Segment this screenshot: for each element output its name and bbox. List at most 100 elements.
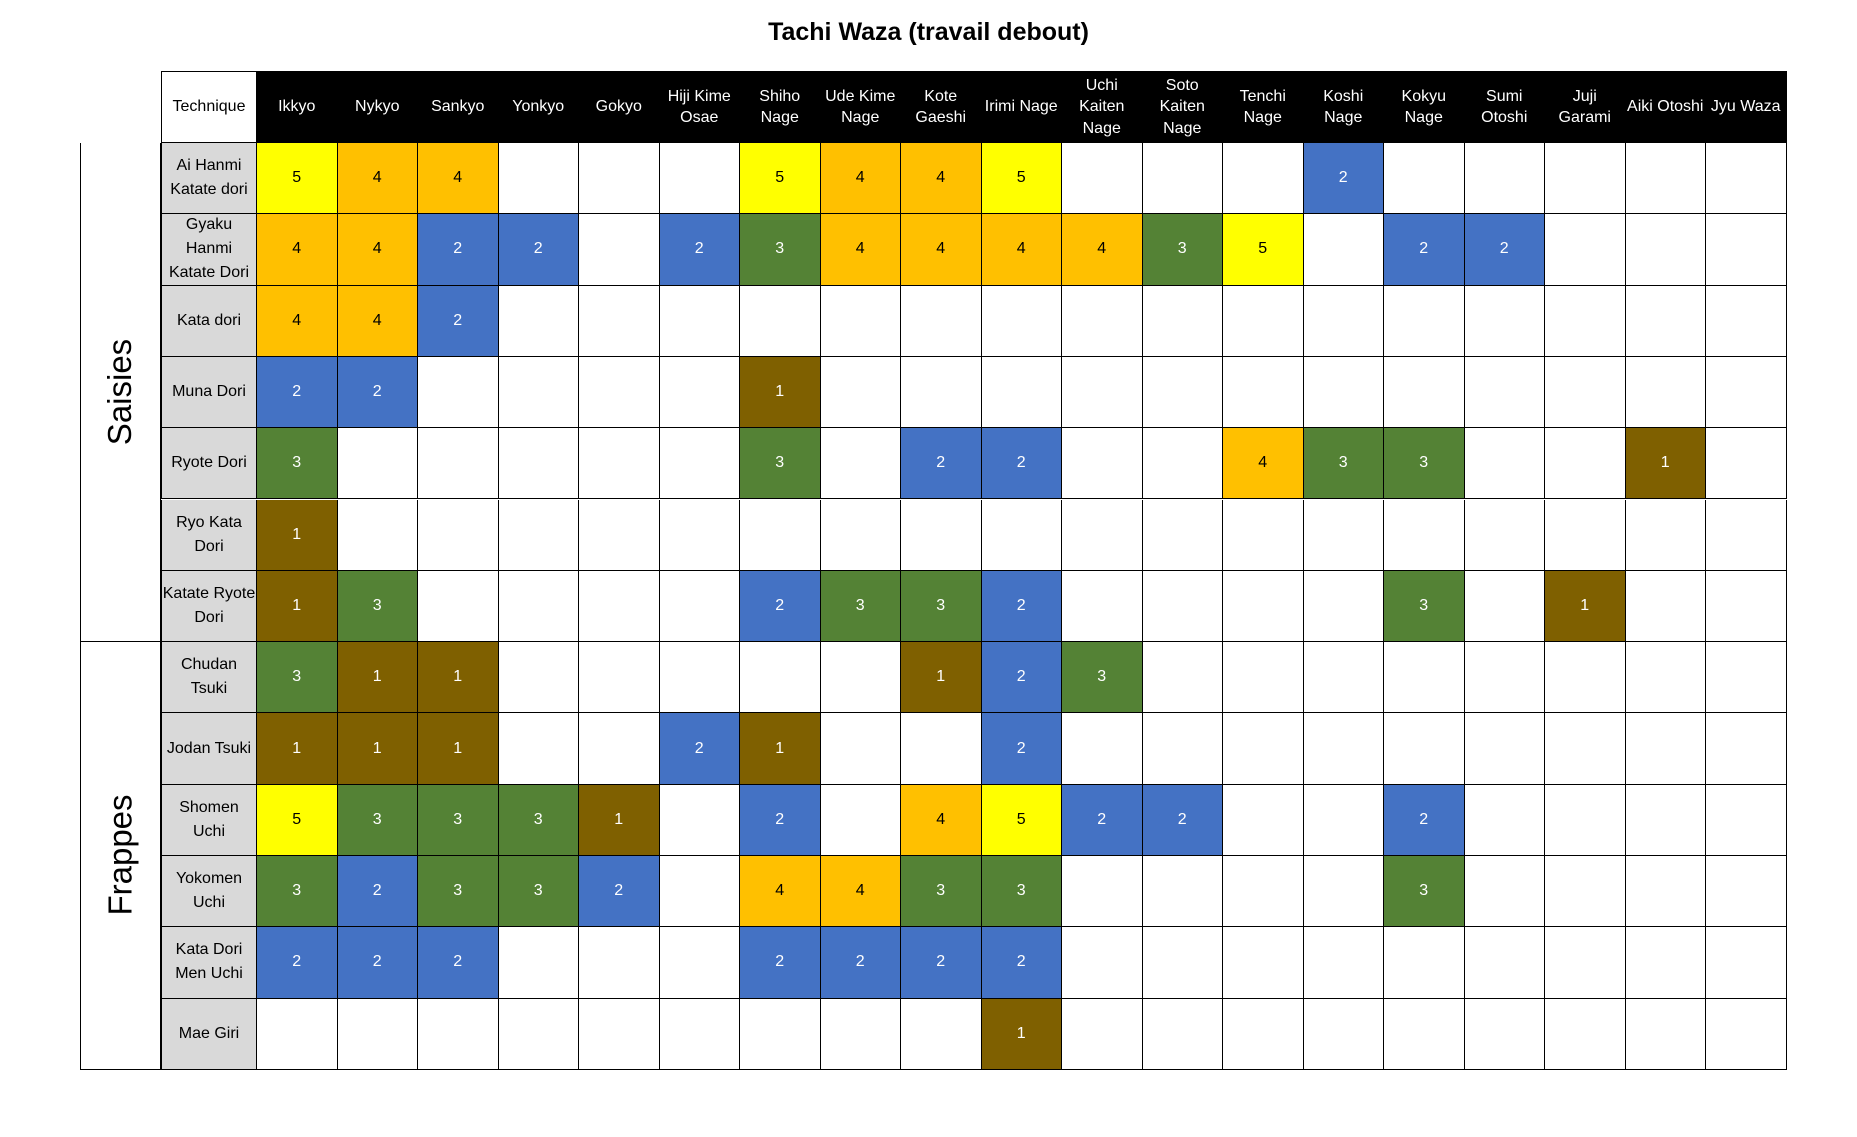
heatmap-cell <box>1464 856 1545 928</box>
heatmap-cell <box>659 927 740 999</box>
heatmap-cell <box>1142 285 1223 357</box>
heatmap-cell <box>1545 998 1626 1070</box>
heatmap-cell <box>1142 856 1223 928</box>
column-header: Juji Garami <box>1545 71 1626 143</box>
heatmap-cell <box>1464 713 1545 785</box>
heatmap-cell <box>1625 784 1706 856</box>
row-label: Kata dori <box>161 285 257 357</box>
heatmap-cell: 5 <box>981 784 1062 856</box>
row-label: Katate Ryote Dori <box>161 570 257 643</box>
heatmap-cell: 4 <box>901 143 982 215</box>
heatmap-cell <box>579 143 660 215</box>
heatmap-cell: 2 <box>337 856 418 928</box>
heatmap-cell <box>1625 214 1706 286</box>
heatmap-cell: 2 <box>1464 214 1545 286</box>
heatmap-cell: 1 <box>1625 428 1706 500</box>
heatmap-cell <box>659 143 740 215</box>
column-header: Koshi Nage <box>1303 71 1384 143</box>
heatmap-cell: 2 <box>659 713 740 785</box>
heatmap-cell <box>1625 856 1706 928</box>
heatmap-cell <box>1545 143 1626 215</box>
row-label: Chudan Tsuki <box>161 642 257 714</box>
heatmap-cell <box>1706 642 1787 714</box>
heatmap-cell <box>659 285 740 357</box>
heatmap-cell: 5 <box>257 143 338 215</box>
heatmap-cell <box>901 713 982 785</box>
heatmap-cell <box>418 499 499 571</box>
heatmap-cell <box>740 998 821 1070</box>
heatmap-cell <box>579 214 660 286</box>
column-header: Ude Kime Nage <box>820 71 901 143</box>
heatmap-cell <box>659 998 740 1070</box>
heatmap-cell: 1 <box>257 570 338 643</box>
heatmap-cell <box>1303 642 1384 714</box>
row-label: Ryote Dori <box>161 428 257 500</box>
column-header: Sankyo <box>418 71 499 143</box>
heatmap-cell <box>1464 356 1545 429</box>
heatmap-cell <box>1062 285 1143 357</box>
heatmap-cell <box>820 285 901 357</box>
heatmap-cell <box>659 428 740 500</box>
heatmap-cell <box>498 143 579 215</box>
column-header: Gokyo <box>579 71 660 143</box>
heatmap-cell <box>659 356 740 429</box>
heatmap-cell <box>1223 998 1304 1070</box>
heatmap-cell <box>1062 356 1143 429</box>
heatmap-cell: 1 <box>337 642 418 714</box>
heatmap-cell <box>1464 642 1545 714</box>
heatmap-cell: 3 <box>740 214 821 286</box>
heatmap-cell <box>1223 713 1304 785</box>
heatmap-cell <box>1062 856 1143 928</box>
heatmap-cell: 3 <box>337 784 418 856</box>
heatmap-cell <box>1142 713 1223 785</box>
column-header: Ikkyo <box>257 71 338 143</box>
heatmap-cell <box>498 285 579 357</box>
heatmap-cell <box>579 927 660 999</box>
heatmap-cell <box>1706 428 1787 500</box>
heatmap-cell <box>1223 927 1304 999</box>
heatmap-cell <box>820 428 901 500</box>
heatmap-cell: 3 <box>1384 570 1465 643</box>
heatmap-cell: 1 <box>579 784 660 856</box>
heatmap-cell: 1 <box>740 713 821 785</box>
heatmap-cell: 3 <box>1384 428 1465 500</box>
heatmap-cell <box>740 499 821 571</box>
column-header: Aiki Otoshi <box>1625 71 1706 143</box>
column-header: Yonkyo <box>498 71 579 143</box>
heatmap-cell <box>1384 713 1465 785</box>
heatmap-cell <box>1545 927 1626 999</box>
heatmap-cell <box>498 570 579 643</box>
heatmap-cell <box>1062 998 1143 1070</box>
heatmap-cell <box>579 428 660 500</box>
heatmap-cell <box>418 356 499 429</box>
heatmap-cell: 2 <box>1303 143 1384 215</box>
heatmap-cell <box>981 499 1062 571</box>
column-header: Kokyu Nage <box>1384 71 1465 143</box>
heatmap-cell: 2 <box>337 356 418 429</box>
heatmap-cell <box>1545 285 1626 357</box>
heatmap-cell: 1 <box>740 356 821 429</box>
heatmap-cell <box>1464 285 1545 357</box>
heatmap-cell: 1 <box>257 499 338 571</box>
heatmap-cell: 4 <box>337 143 418 215</box>
heatmap-cell <box>820 784 901 856</box>
heatmap-cell <box>1142 998 1223 1070</box>
heatmap-cell: 2 <box>418 927 499 999</box>
heatmap-cell <box>820 998 901 1070</box>
heatmap-cell <box>498 927 579 999</box>
heatmap-cell <box>1384 356 1465 429</box>
column-header: Soto Kaiten Nage <box>1142 71 1223 143</box>
heatmap-cell <box>659 499 740 571</box>
heatmap-cell <box>1625 499 1706 571</box>
heatmap-cell: 2 <box>498 214 579 286</box>
heatmap-cell <box>1223 499 1304 571</box>
heatmap-cell: 3 <box>820 570 901 643</box>
heatmap-cell <box>1545 642 1626 714</box>
heatmap-cell: 1 <box>981 998 1062 1070</box>
heatmap-cell <box>1062 713 1143 785</box>
heatmap-cell: 3 <box>418 856 499 928</box>
heatmap-cell <box>820 642 901 714</box>
heatmap-cell <box>498 356 579 429</box>
heatmap-cell <box>1464 428 1545 500</box>
